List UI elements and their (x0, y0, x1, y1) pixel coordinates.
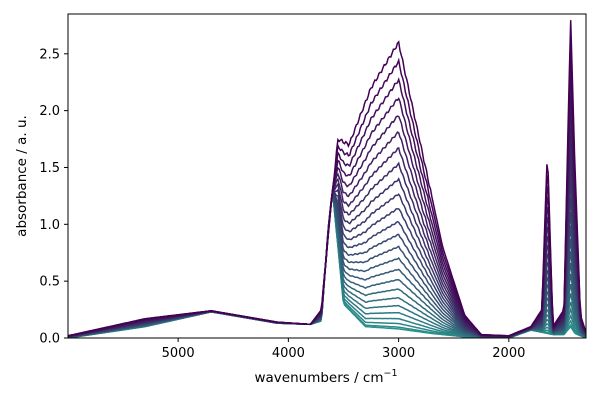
x-axis-label-superscript: −1 (384, 368, 398, 379)
spectrum-line (68, 190, 586, 338)
x-axis-ticks: 5000 4000 3000 2000 (162, 338, 525, 361)
spectrum-line (68, 79, 586, 337)
spectrum-line (68, 115, 586, 338)
y-tick-label: 0.5 (39, 275, 60, 290)
x-axis-label-text: wavenumbers / cm (254, 370, 383, 386)
spectrum-line (68, 191, 586, 338)
spectrum-line (68, 133, 586, 338)
x-tick-label: 3000 (382, 346, 415, 361)
spectrum-line (68, 40, 586, 337)
spectrum-line (68, 59, 586, 337)
y-tick-label: 2.5 (39, 47, 60, 62)
spectrum-line (68, 191, 586, 338)
spectrum-line (68, 190, 586, 338)
x-axis-label: wavenumbers / cm−1 (254, 368, 397, 386)
y-tick-label: 1.5 (39, 161, 60, 176)
y-axis-ticks: 0.0 0.5 1.0 1.5 2.0 2.5 (39, 47, 68, 347)
spectrum-line (68, 191, 586, 338)
spectrum-line (68, 191, 586, 338)
spectrum-line (68, 189, 586, 338)
spectrum-line (68, 97, 586, 338)
spectrum-line (68, 191, 586, 338)
spectrum-line (68, 191, 586, 338)
spectrum-line (68, 20, 586, 337)
spectrum-line (68, 191, 586, 338)
spectrum-line (68, 191, 586, 338)
y-tick-label: 2.0 (39, 104, 60, 119)
x-tick-label: 4000 (272, 346, 305, 361)
spectrum-line (68, 191, 586, 338)
x-tick-label: 2000 (492, 346, 525, 361)
spectrum-line (68, 191, 586, 338)
y-axis-label: absorbance / a. u. (14, 115, 30, 237)
y-tick-label: 0.0 (39, 332, 60, 347)
y-tick-label: 1.0 (39, 218, 60, 233)
spectrum-line (68, 191, 586, 338)
spectrum-line (68, 190, 586, 338)
plot-frame (67, 13, 587, 339)
spectra-series-group (68, 20, 586, 338)
x-tick-label: 5000 (162, 346, 195, 361)
